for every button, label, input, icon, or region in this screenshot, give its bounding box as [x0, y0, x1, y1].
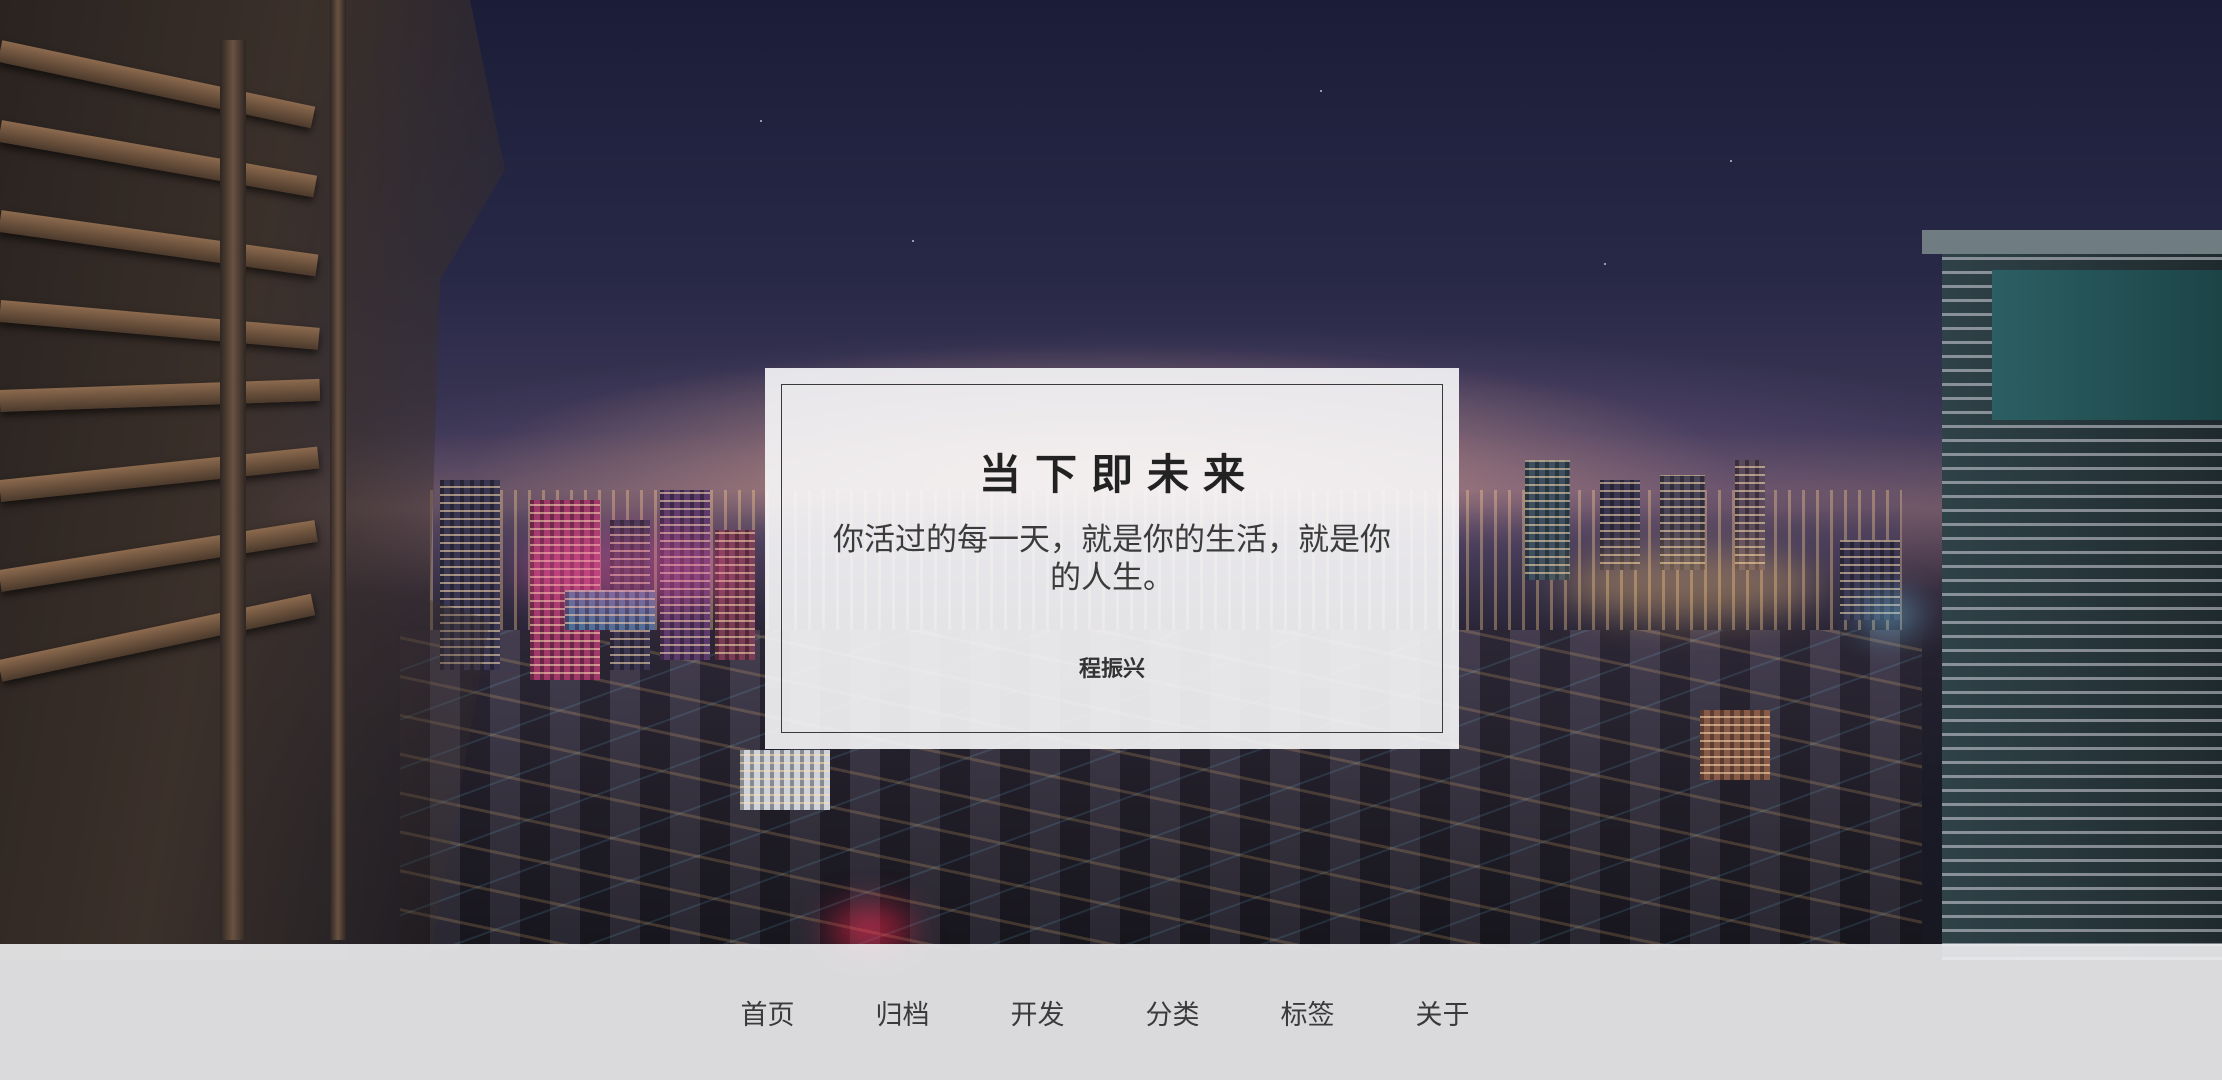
nav-list: 首页 归档 开发 分类 标签 关于 [700, 944, 1510, 1080]
quote-text: 你活过的每一天，就是你的生活，就是你的人生。 [833, 522, 1391, 596]
quote-title: 当下即未来 [978, 450, 1259, 499]
nav-item-archive[interactable]: 归档 [875, 999, 930, 1031]
nav-item-development[interactable]: 开发 [1010, 999, 1065, 1031]
quote-author: 程振兴 [1078, 657, 1145, 682]
quote-frame: 当下即未来 你活过的每一天，就是你的生活，就是你的人生。 程振兴 [781, 384, 1443, 733]
nav-item-categories[interactable]: 分类 [1145, 999, 1200, 1031]
nav-item-tags[interactable]: 标签 [1280, 999, 1335, 1031]
bottom-nav: 首页 归档 开发 分类 标签 关于 [0, 944, 2222, 1080]
nav-item-about[interactable]: 关于 [1415, 999, 1470, 1031]
quote-card: 当下即未来 你活过的每一天，就是你的生活，就是你的人生。 程振兴 [765, 368, 1459, 749]
nav-item-home[interactable]: 首页 [740, 999, 795, 1031]
